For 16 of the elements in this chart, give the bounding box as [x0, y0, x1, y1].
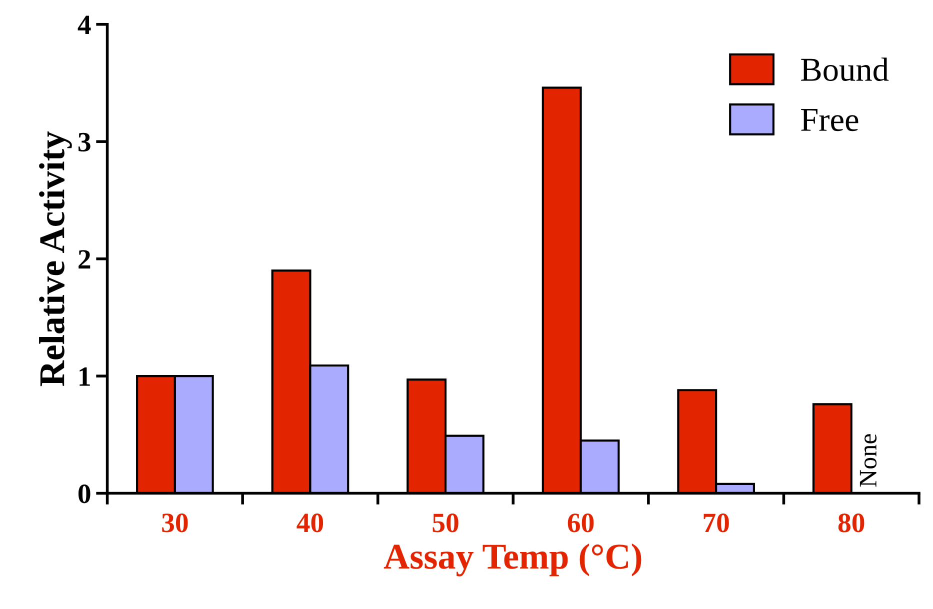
y-tick-label: 3: [78, 132, 90, 152]
y-tick-label: 4: [78, 16, 91, 34]
y-tick-label: 2: [78, 250, 90, 268]
x-tick-label: 40: [296, 514, 324, 532]
x-tick-label: 70: [704, 514, 729, 532]
y-tick-label: 0: [78, 484, 90, 504]
y-tick-label: 1: [80, 367, 90, 386]
legend-label: Bound: [801, 58, 889, 82]
y-axis-title: Relative Activity: [39, 131, 72, 386]
x-tick-label: 80: [838, 514, 864, 532]
x-axis-title: Assay Temp (°C): [384, 543, 642, 576]
x-tick-label: 30: [162, 514, 188, 532]
annotation: None: [860, 434, 877, 487]
legend-label: Free: [801, 108, 858, 132]
x-tick-label: 50: [432, 514, 458, 532]
x-tick-label: 60: [568, 514, 594, 532]
